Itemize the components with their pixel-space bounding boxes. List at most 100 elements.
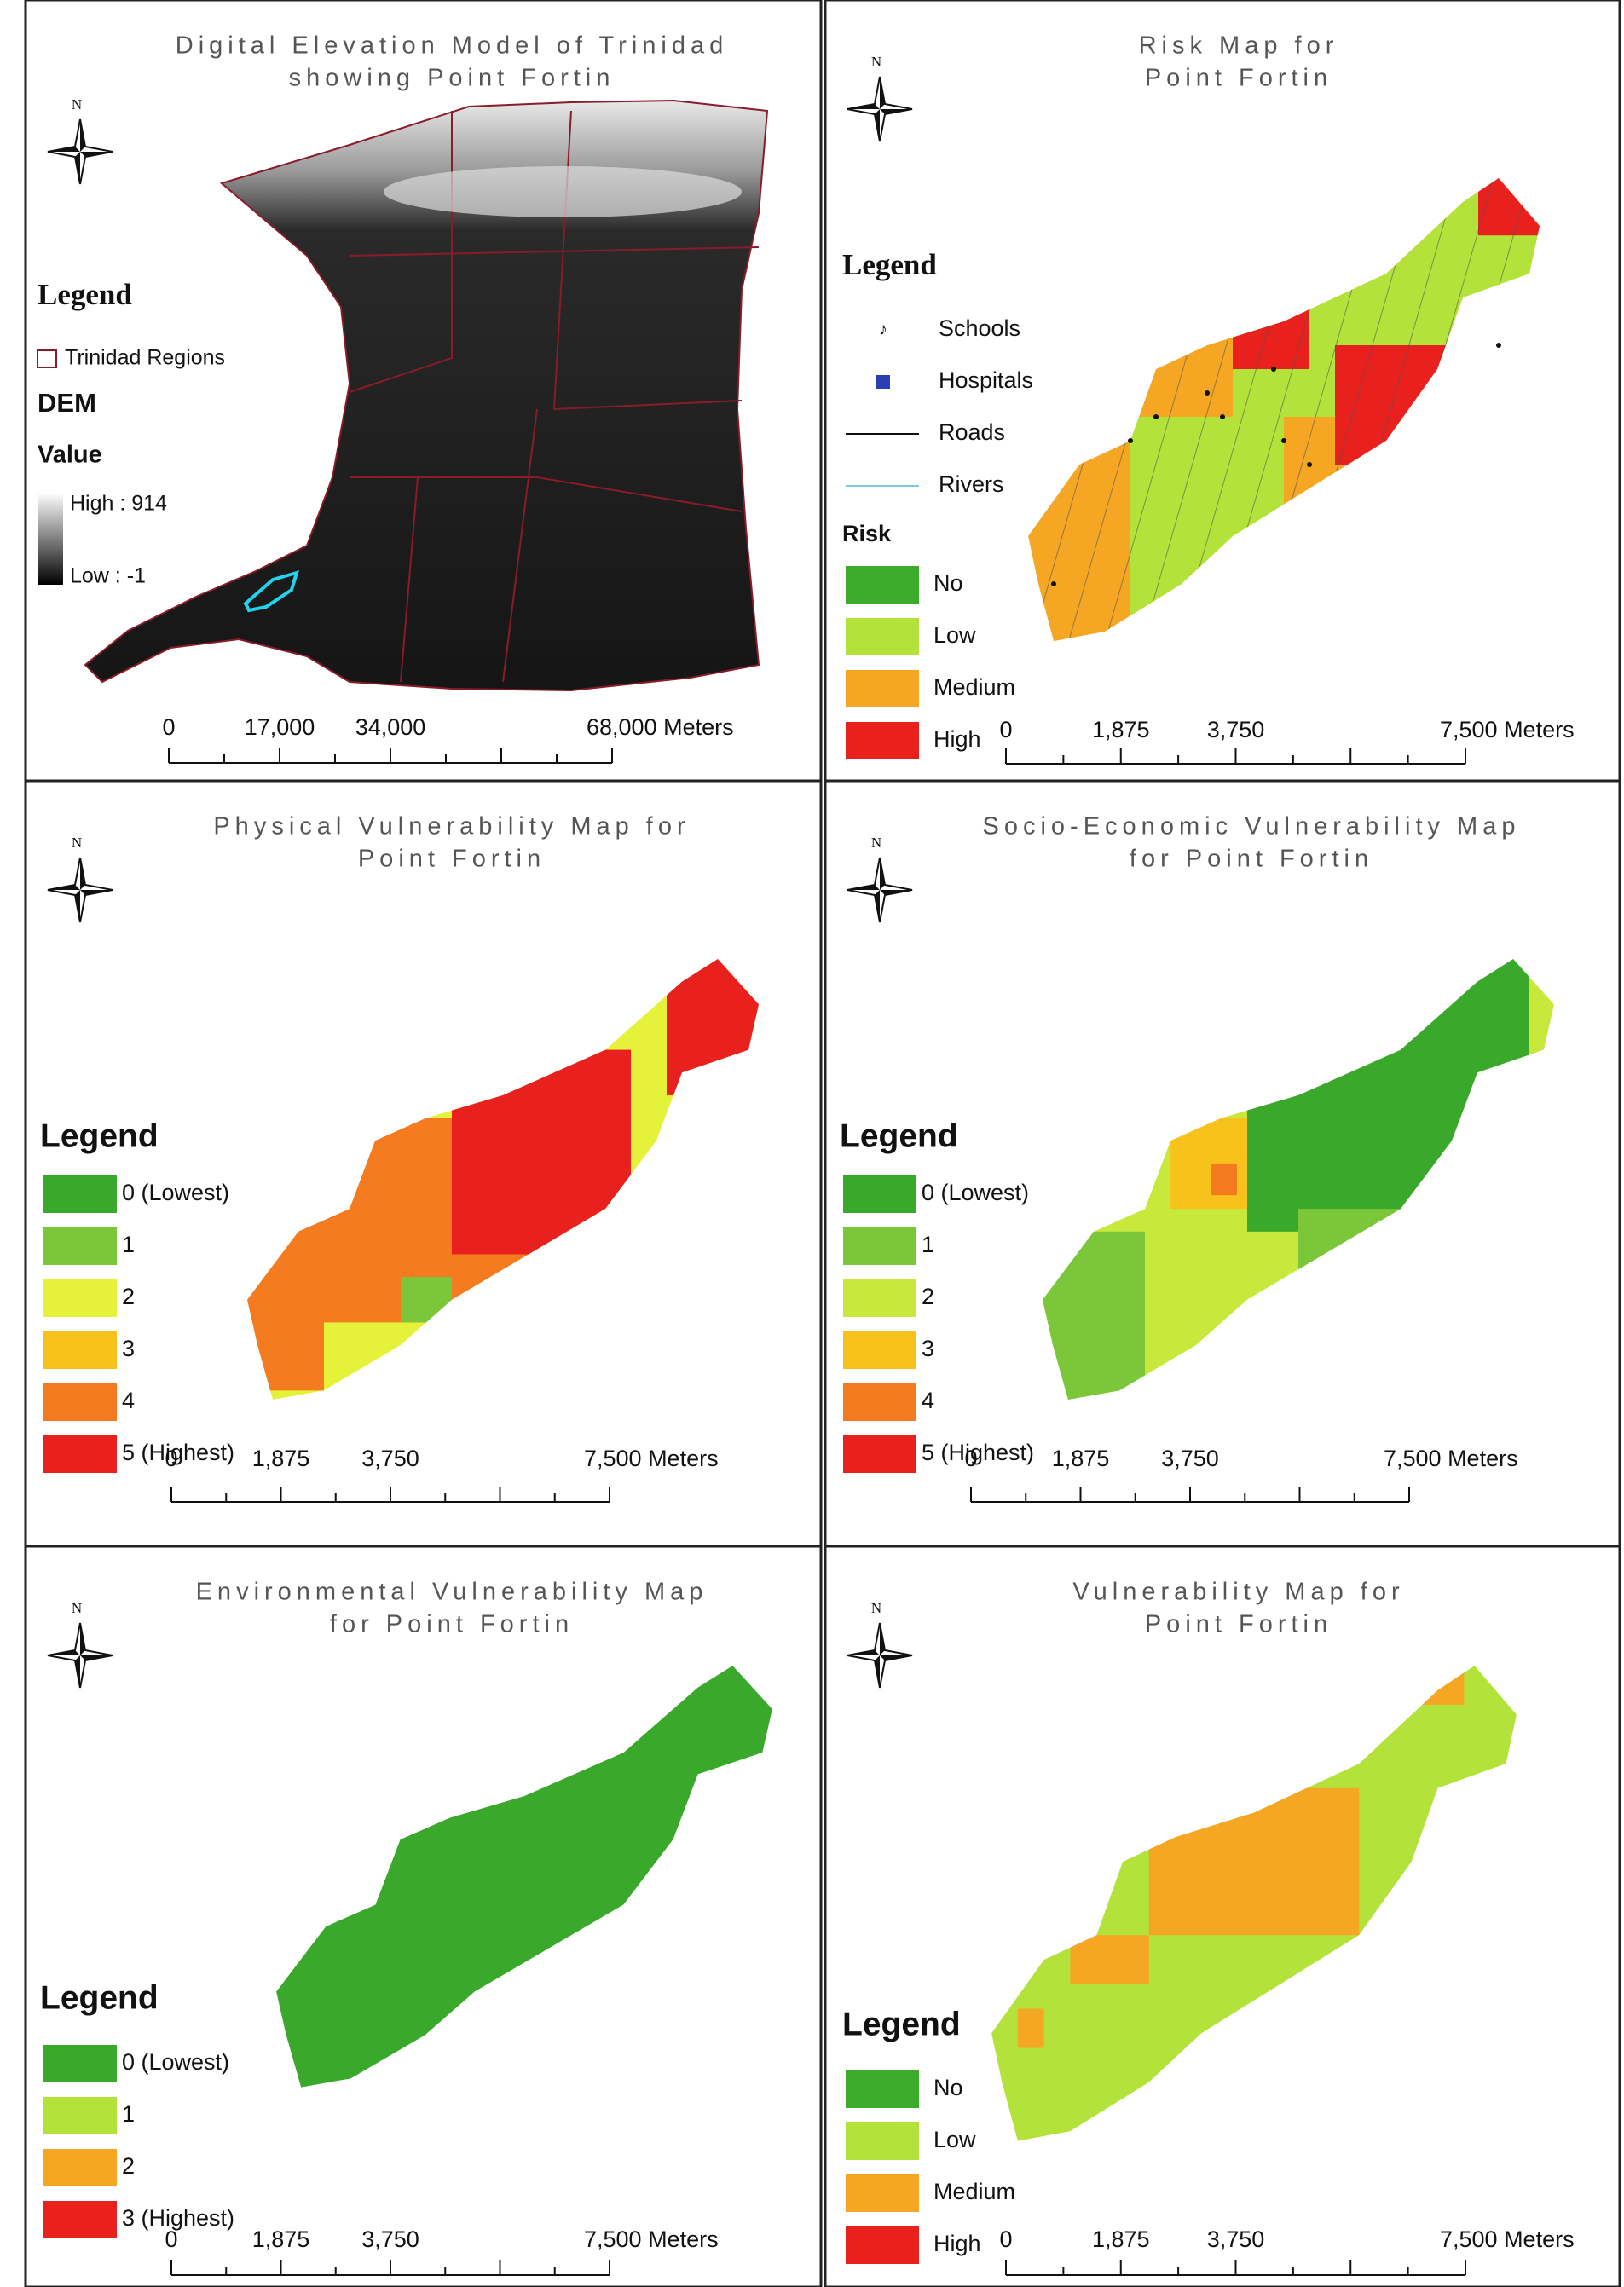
school <box>1271 367 1276 372</box>
map-panel: Socio-Economic Vulnerability Map for Poin… <box>824 779 1621 1548</box>
legend-label: Medium <box>933 674 1015 700</box>
school <box>1051 581 1056 586</box>
legend-swatch <box>43 1435 117 1473</box>
scale-label: 1,875 <box>1092 717 1150 742</box>
trinidad-map <box>84 99 769 692</box>
legend-label: No <box>933 2075 963 2100</box>
map-title: Point Fortin <box>358 846 546 873</box>
scale-label: 7,500 Meters <box>1384 1446 1518 1471</box>
scale-label: 1,875 <box>1092 2226 1150 2252</box>
north-arrow-fill <box>48 1623 113 1688</box>
map-title: showing Point Fortin <box>289 65 616 92</box>
legend-label: 0 (Lowest) <box>122 2049 229 2075</box>
north-arrow-fill <box>847 77 912 141</box>
north-label: N <box>72 1600 82 1616</box>
legend-swatch <box>43 2201 117 2238</box>
map-panel: Physical Vulnerability Map for Point Fort… <box>24 779 823 1548</box>
legend-label: 1 <box>122 2101 135 2127</box>
school <box>1220 414 1225 419</box>
map-zone <box>1017 2008 1044 2048</box>
legend-swatch <box>43 1279 117 1317</box>
highland-band <box>384 166 742 217</box>
scale-label: 7,500 Meters <box>1440 2226 1575 2252</box>
map-panel: Risk Map for Point Fortin N Legend ♪ Schools H… <box>824 0 1621 783</box>
school <box>1205 390 1210 396</box>
scale-label: 3,750 <box>361 2226 419 2252</box>
map-panel: Vulnerability Map for Point Fortin N Legend… <box>824 1545 1621 2287</box>
legend-title: Legend <box>842 248 937 281</box>
north-label: N <box>871 835 881 851</box>
legend-swatch <box>43 1383 117 1421</box>
school <box>1281 438 1286 443</box>
scale-label: 0 <box>964 1446 977 1471</box>
map-panel: Environmental Vulnerability Map for Point… <box>24 1545 823 2287</box>
scale-label: 17,000 <box>245 714 315 740</box>
map-title: Physical Vulnerability Map for <box>213 813 690 840</box>
legend-heading: Value <box>38 442 102 469</box>
legend-swatch <box>846 566 919 604</box>
legend-swatch <box>43 1175 117 1213</box>
legend-swatch <box>43 2097 117 2134</box>
map-zone <box>1070 1935 1149 1984</box>
scale-label: 0 <box>999 2226 1012 2252</box>
north-label: N <box>72 96 82 113</box>
north-arrow-fill <box>48 858 113 922</box>
legend-swatch <box>846 2226 919 2264</box>
north-label: N <box>871 54 881 70</box>
map-zone <box>1211 1163 1237 1196</box>
legend-label: 3 (Highest) <box>122 2205 234 2231</box>
region-boundaries <box>349 110 760 683</box>
legend-swatch <box>846 2070 919 2108</box>
north-arrow-fill <box>847 1623 912 1688</box>
legend-label: 2 <box>122 2153 135 2179</box>
legend-swatch <box>846 618 919 655</box>
legend-label: Medium <box>933 2179 1015 2204</box>
school <box>1307 462 1312 467</box>
legend-swatch <box>846 2174 919 2212</box>
legend-label: 2 <box>922 1284 934 1309</box>
map-title: Digital Elevation Model of Trinidad <box>176 32 728 60</box>
legend-label: High : 914 <box>70 492 167 516</box>
legend-label: 5 (Highest) <box>922 1440 1034 1465</box>
legend-label: Low <box>933 622 976 648</box>
legend-label: Low : -1 <box>70 564 146 588</box>
hospital-symbol <box>876 375 890 389</box>
legend-label: High <box>933 2231 981 2256</box>
legend-swatch <box>43 2045 117 2082</box>
scale-label: 3,750 <box>1161 1446 1219 1471</box>
legend-title: Legend <box>38 278 132 311</box>
north-label: N <box>871 1600 881 1616</box>
legend-region-swatch <box>37 349 57 368</box>
legend-swatch <box>846 670 919 707</box>
scale-label: 1,875 <box>252 2226 310 2252</box>
legend-label: 5 (Highest) <box>122 1440 234 1465</box>
point-fortin-map <box>276 1666 772 2088</box>
scale-label: 68,000 Meters <box>587 714 734 740</box>
legend-swatch <box>843 1175 916 1213</box>
legend-swatch <box>843 1279 916 1317</box>
legend-swatch <box>43 1227 117 1265</box>
scale-label: 7,500 Meters <box>584 1446 719 1471</box>
legend-swatch <box>843 1331 916 1369</box>
legend-heading: Risk <box>842 521 892 546</box>
legend-label: 1 <box>922 1232 934 1257</box>
scale-label: 1,875 <box>1052 1446 1110 1471</box>
legend-swatch <box>43 2149 117 2186</box>
scale-label: 34,000 <box>355 714 426 740</box>
map-title: for Point Fortin <box>1130 846 1373 873</box>
scale-label: 3,750 <box>1207 717 1265 742</box>
school <box>1128 438 1133 443</box>
dem-ramp <box>38 493 63 585</box>
point-fortin-outline <box>243 570 299 613</box>
scale-label: 7,500 Meters <box>1440 717 1575 742</box>
legend-title: Legend <box>842 2006 961 2042</box>
school <box>1153 414 1159 419</box>
map-title: Point Fortin <box>1145 1611 1332 1638</box>
map-panel: Digital Elevation Model of Trinidad showi… <box>24 0 823 783</box>
map-title: Socio-Economic Vulnerability Map <box>983 813 1521 840</box>
scale-label: 1,875 <box>252 1446 310 1471</box>
legend-title: Legend <box>840 1118 958 1154</box>
legend-label: No <box>933 570 963 596</box>
scale-label: 3,750 <box>361 1446 419 1471</box>
